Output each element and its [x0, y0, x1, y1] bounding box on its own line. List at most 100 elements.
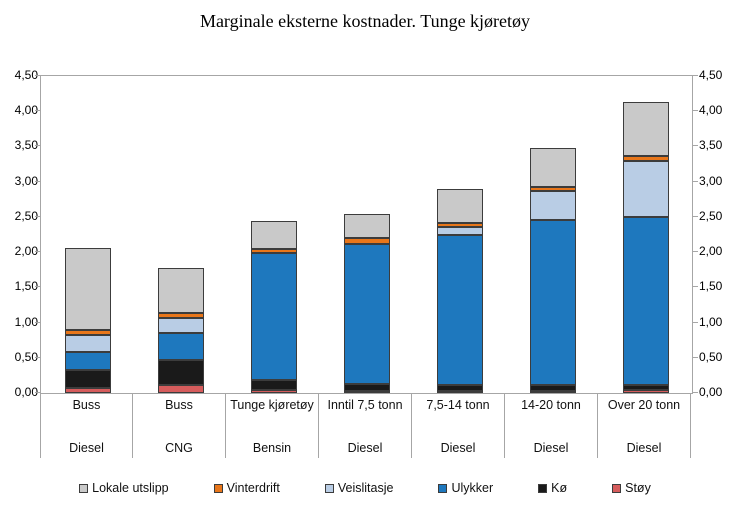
y-axis-tickmark-left — [35, 251, 40, 253]
bar-segment-lokale-utslipp-2 — [158, 268, 204, 314]
y-axis-tick-label-right: 1,00 — [699, 314, 723, 329]
legend-swatch-icon — [213, 483, 223, 493]
bar-segment-vinterdrift-1 — [65, 330, 111, 336]
legend-label: Kø — [551, 481, 568, 495]
category-label: 14-20 tonn — [521, 398, 581, 412]
category-label: Buss — [72, 398, 101, 412]
bar-segment-k--4 — [344, 383, 390, 391]
y-axis-tickmark-left — [35, 321, 40, 323]
bar-segment-veislitasje-1 — [65, 335, 111, 353]
y-axis-tick-label-right: 3,00 — [699, 173, 723, 188]
plot-area — [40, 75, 693, 394]
legend-item-k-: Kø — [538, 481, 567, 495]
y-axis-tick-label-left: 1,50 — [14, 279, 38, 294]
bar-segment-st-y-2 — [158, 385, 204, 393]
bar-segment-veislitasje-2 — [158, 318, 204, 334]
bar-segment-k--3 — [251, 380, 297, 391]
category-fuel-label: Diesel — [440, 441, 476, 455]
legend-label: Veislitasje — [337, 481, 394, 495]
y-axis-tick-label-left: 2,50 — [14, 208, 38, 223]
y-axis-tickmark-right — [693, 180, 698, 182]
bar-segment-lokale-utslipp-3 — [251, 221, 297, 249]
y-axis-tick-label-left: 4,50 — [14, 68, 38, 82]
bar-segment-st-y-5 — [437, 390, 483, 393]
bar-segment-ulykker-7 — [623, 216, 669, 385]
y-axis-tick-label-right: 0,50 — [699, 349, 723, 364]
y-axis-tick-label-right: 4,50 — [699, 68, 723, 82]
bar-segment-lokale-utslipp-4 — [344, 214, 390, 239]
legend-swatch-icon — [612, 483, 622, 493]
y-axis-tick-label-right: 3,50 — [699, 138, 723, 153]
bar-segment-k--2 — [158, 359, 204, 386]
category-label: 7,5-14 tonn — [426, 398, 490, 412]
legend: Lokale utslipp Vinterdrift Veislitasje Ulyk… — [0, 481, 730, 495]
legend-item-ulykker: Ulykker — [438, 481, 493, 495]
y-axis-tick-label-left: 1,00 — [14, 314, 38, 329]
bar-segment-ulykker-3 — [251, 252, 297, 381]
legend-label: Vinterdrift — [226, 481, 280, 495]
bar-segment-lokale-utslipp-7 — [623, 102, 669, 157]
legend-item-lokale-utslipp: Lokale utslipp — [79, 481, 169, 495]
y-axis-tickmark-right — [693, 356, 698, 358]
bar-segment-st-y-1 — [65, 388, 111, 393]
y-axis-tick-label-right: 1,50 — [699, 279, 723, 294]
legend-swatch-icon — [79, 483, 89, 493]
y-axis-tickmark-right — [693, 110, 698, 112]
x-axis-category-4: Inntil 7,5 tonn Diesel — [319, 393, 412, 458]
y-axis-tick-label-right: 0,00 — [699, 385, 723, 399]
legend-swatch-icon — [538, 483, 548, 493]
bar-segment-veislitasje-6 — [530, 190, 576, 221]
bar-segment-vinterdrift-7 — [623, 156, 669, 162]
y-axis-tick-label-left: 4,00 — [14, 103, 38, 118]
category-fuel-label: Diesel — [69, 441, 104, 455]
x-axis-labels: Buss Diesel Buss CNG Tunge kjøretøy Bensin Inn… — [40, 393, 693, 458]
legend-item-st-y: Støy — [612, 481, 651, 495]
y-axis-tickmark-left — [35, 215, 40, 217]
bar-segment-lokale-utslipp-6 — [530, 147, 576, 187]
bar-segment-ulykker-4 — [344, 244, 390, 384]
bar-segment-ulykker-1 — [65, 352, 111, 371]
bar-segment-veislitasje-5 — [437, 227, 483, 235]
legend-swatch-icon — [324, 483, 334, 493]
y-axis-tick-label-left: 2,00 — [14, 244, 38, 259]
bar-segment-st-y-4 — [344, 390, 390, 393]
bar-segment-vinterdrift-3 — [251, 248, 297, 253]
category-label: Inntil 7,5 tonn — [327, 398, 403, 412]
bar-segment-ulykker-5 — [437, 234, 483, 385]
y-axis-tickmark-right — [693, 251, 698, 253]
y-axis-tickmark-left — [35, 180, 40, 182]
y-axis-tick-label-left: 0,50 — [14, 349, 38, 364]
bar-segment-vinterdrift-6 — [530, 186, 576, 191]
y-axis-tickmark-right — [693, 321, 698, 323]
y-axis-tick-label-right: 2,00 — [699, 244, 723, 259]
chart-title: Marginale eksterne kostnader. Tunge kjør… — [199, 11, 531, 31]
x-axis-category-2: Buss CNG — [133, 393, 226, 458]
bar-segment-k--1 — [65, 370, 111, 389]
category-fuel-label: Diesel — [626, 441, 662, 455]
category-fuel-label: Diesel — [347, 441, 383, 455]
y-axis-tick-label-left: 3,50 — [14, 138, 38, 153]
bar-segment-vinterdrift-5 — [437, 222, 483, 228]
x-axis-category-7: Over 20 tonn Diesel — [598, 393, 691, 458]
bar-segment-st-y-6 — [530, 390, 576, 393]
y-axis-tickmark-left — [35, 75, 40, 76]
bar-segment-lokale-utslipp-5 — [437, 188, 483, 223]
y-axis-tickmark-left — [35, 110, 40, 112]
y-axis-tickmark-left — [35, 145, 40, 147]
x-axis-category-1: Buss Diesel — [40, 393, 133, 458]
category-fuel-label: Bensin — [252, 441, 292, 455]
bar-segment-ulykker-6 — [530, 220, 576, 385]
y-axis-tickmark-right — [693, 392, 698, 393]
legend-swatch-icon — [438, 483, 448, 493]
category-fuel-label: CNG — [165, 441, 193, 455]
y-axis-tick-label-left: 0,00 — [14, 385, 38, 399]
y-axis-tickmark-right — [693, 75, 698, 76]
category-label: Tunge kjøretøy — [230, 398, 314, 412]
category-fuel-label: Diesel — [533, 441, 569, 455]
y-axis-tickmark-left — [35, 286, 40, 288]
legend-item-vinterdrift: Vinterdrift — [213, 481, 280, 495]
legend-label: Lokale utslipp — [92, 481, 169, 495]
y-axis-tick-label-right: 2,50 — [699, 208, 723, 223]
category-label: Over 20 tonn — [607, 398, 681, 412]
